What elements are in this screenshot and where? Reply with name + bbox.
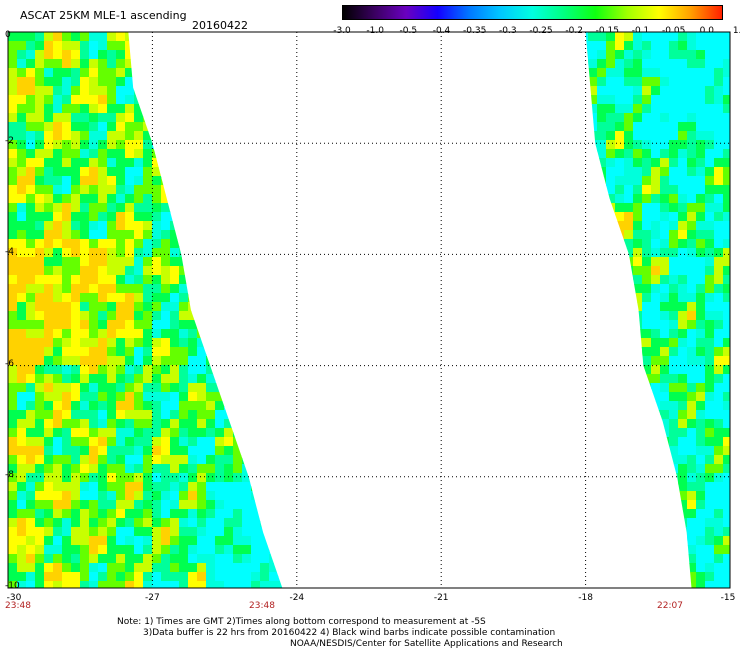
color-scale-label: -0.1 <box>631 26 650 36</box>
color-scale-label: -0.25 <box>529 26 553 36</box>
pass-time-label: 22:07 <box>657 601 683 611</box>
y-tick-label: -6 <box>5 358 14 369</box>
note-credit: NOAA/NESDIS/Center for Satellite Applica… <box>290 639 563 649</box>
pass-time-label: 23:48 <box>249 601 275 611</box>
color-scale-label: -0.5 <box>399 26 418 36</box>
color-scale-bar <box>342 5 723 20</box>
x-tick-label: -30 <box>6 593 22 603</box>
map-title: ASCAT 25KM MLE-1 ascending <box>20 9 187 22</box>
x-tick-label: -18 <box>578 593 593 603</box>
x-tick-label: -24 <box>289 593 305 603</box>
color-scale-labels: -3.0 -1.0 -0.5 -0.4 -0.35 -0.3 -0.25 -0.2 -0.15 -… <box>330 26 740 38</box>
color-scale-label: -0.2 <box>565 26 583 36</box>
y-tick-label: 0 <box>5 30 11 40</box>
color-scale-label: -0.15 <box>595 26 619 36</box>
east-swath <box>585 32 730 588</box>
map-frame <box>7 31 731 589</box>
color-scale-label: -0.3 <box>499 26 517 36</box>
color-scale-label: -0.35 <box>463 26 487 36</box>
west-swath <box>8 32 283 588</box>
x-tick-label: -21 <box>433 593 449 603</box>
color-scale-label: -0.05 <box>662 26 686 36</box>
color-scale-label: -3.0 <box>333 26 351 36</box>
x-tick-label: -27 <box>145 593 160 603</box>
y-tick-label: -8 <box>5 469 14 480</box>
note-line-2: 3)Data buffer is 22 hrs from 20160422 4)… <box>143 628 556 638</box>
x-tick-label: -15 <box>720 593 736 603</box>
color-scale-label: 0.0 <box>699 26 714 36</box>
color-scale-label: -1.0 <box>366 26 384 36</box>
y-tick-label: -10 <box>5 581 20 591</box>
y-tick-label: -2 <box>5 136 14 147</box>
y-tick-label: -4 <box>5 247 14 258</box>
map-date: 20160422 <box>192 19 248 32</box>
color-scale-label: 1.0 <box>732 26 740 36</box>
pass-time-label: 23:48 <box>5 601 31 611</box>
color-scale-label: -0.4 <box>432 26 451 36</box>
note-line-1: Note: 1) Times are GMT 2)Times along bot… <box>117 617 486 627</box>
